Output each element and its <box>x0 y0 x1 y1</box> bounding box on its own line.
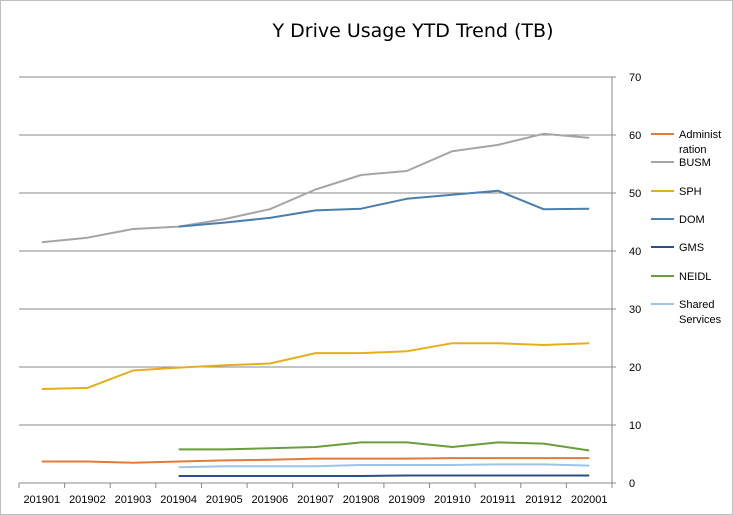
series-shared-services <box>178 463 590 469</box>
x-tick-label: 201907 <box>297 494 334 506</box>
x-tick-label: 201911 <box>480 494 516 506</box>
legend-item: NEIDL <box>651 271 711 283</box>
legend-label: Shared <box>679 299 714 311</box>
x-tick-label: 201901 <box>23 494 60 506</box>
legend-item: Shared Services <box>651 299 722 326</box>
legend-label: NEIDL <box>679 271 711 283</box>
x-tick-label: 201909 <box>388 494 425 506</box>
series-sph <box>41 342 590 390</box>
series-busm <box>41 132 590 244</box>
gridlines <box>19 76 612 426</box>
y-tick-label: 70 <box>629 72 641 84</box>
legend-label: Services <box>679 314 722 326</box>
legend-label: GMS <box>679 242 704 254</box>
x-tick-label: 201906 <box>252 494 289 506</box>
legend-item: BUSM <box>651 157 711 169</box>
series-line <box>178 474 590 477</box>
y-tick-label: 40 <box>629 246 641 258</box>
legend-label: SPH <box>679 186 702 198</box>
x-tick-label: 201910 <box>434 494 471 506</box>
legend-label: BUSM <box>679 157 711 169</box>
series-neidl <box>178 441 590 452</box>
x-axis-ticks: 201901 201902 201903 201904 201905 201906 2019… <box>18 483 613 506</box>
x-tick-label: 201912 <box>525 494 562 506</box>
series-administration <box>41 457 590 464</box>
x-tick-label: 201903 <box>115 494 152 506</box>
legend-item: Administ ration <box>651 129 721 156</box>
legend-label: ration <box>679 144 707 156</box>
y-tick-label: 10 <box>629 420 641 432</box>
series-line <box>41 457 590 464</box>
axes <box>19 77 613 484</box>
series-lines <box>41 132 590 477</box>
legend-label: DOM <box>679 214 705 226</box>
series-line <box>178 441 590 452</box>
y-tick-label: 60 <box>629 130 641 142</box>
x-tick-label: 201908 <box>343 494 380 506</box>
legend-item: SPH <box>651 186 702 198</box>
legend-item: GMS <box>651 242 704 254</box>
series-line <box>41 342 590 390</box>
y-tick-label: 50 <box>629 188 641 200</box>
y-tick-label: 0 <box>629 478 635 490</box>
y-axis-ticks: 0 10 20 30 40 50 60 70 <box>612 72 641 490</box>
x-tick-label: 202001 <box>571 494 608 506</box>
series-dom <box>178 189 590 228</box>
x-tick-label: 201905 <box>206 494 243 506</box>
legend-item: DOM <box>651 214 705 226</box>
series-line <box>178 189 590 228</box>
series-line <box>41 132 590 244</box>
legend-label: Administ <box>679 129 721 141</box>
series-gms <box>178 474 590 477</box>
x-tick-label: 201904 <box>160 494 197 506</box>
y-tick-label: 30 <box>629 304 641 316</box>
series-line <box>178 463 590 469</box>
chart-title: Y Drive Usage YTD Trend (TB) <box>272 20 554 42</box>
y-tick-label: 20 <box>629 362 641 374</box>
x-tick-label: 201902 <box>69 494 106 506</box>
